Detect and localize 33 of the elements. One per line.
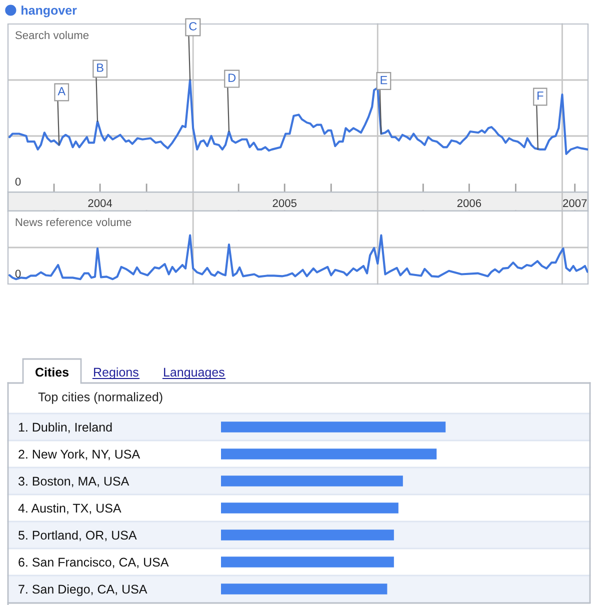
bar	[221, 448, 437, 460]
bar	[221, 422, 446, 432]
text: Languages	[164, 368, 224, 380]
y-tick-label: 1. Dublin, Ireland	[18, 422, 112, 434]
y-tick-label: 7. San Diego, CA, USA	[18, 584, 148, 596]
annotation: 0	[15, 178, 21, 186]
chart-title: Search volume	[15, 30, 89, 40]
y-tick-label: 5. Portland, OR, USA	[18, 530, 137, 542]
legend-label: hangover	[22, 6, 77, 18]
text: Cities	[36, 367, 69, 377]
bar	[221, 530, 394, 540]
chart-title: News reference volume	[16, 218, 132, 226]
bar	[221, 556, 394, 568]
x-tick-label: 2004	[88, 199, 112, 208]
text: Top cities (normalized)	[38, 392, 162, 404]
annotation: E	[380, 76, 388, 84]
x-tick-label: 2005	[272, 199, 296, 208]
bar	[221, 584, 388, 594]
y-tick-label: 6. San Francisco, CA, USA	[18, 557, 169, 568]
y-tick-label: 4. Austin, TX, USA	[18, 503, 122, 514]
y-tick-label: 2. New York, NY, USA	[18, 449, 140, 460]
annotation: A	[58, 87, 66, 96]
annotation: B	[97, 64, 104, 72]
text: Regions	[94, 367, 138, 380]
x-tick-label: 2007	[563, 199, 587, 208]
annotation: 0	[15, 270, 21, 278]
annotation: C	[189, 22, 197, 30]
y-tick-label: 3. Boston, MA, USA	[18, 476, 130, 488]
bar	[221, 476, 403, 486]
bar	[221, 502, 398, 514]
annotation: F	[538, 92, 544, 100]
x-tick-label: 2006	[457, 199, 482, 208]
annotation: D	[228, 74, 236, 82]
